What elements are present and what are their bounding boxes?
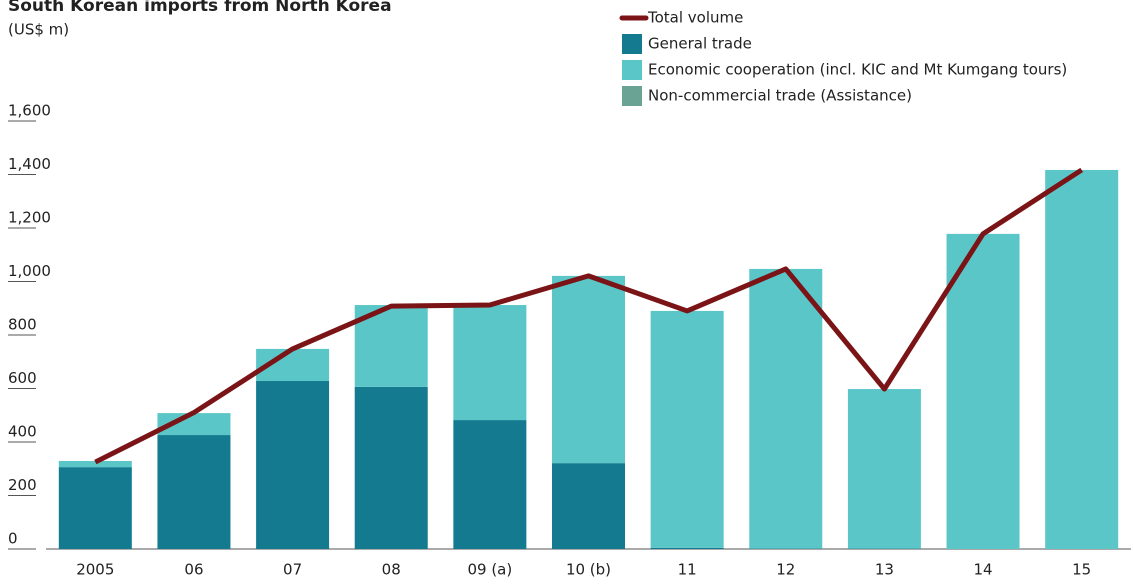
- x-tick-label: 15: [1072, 561, 1091, 579]
- y-tick-label: 0: [8, 530, 18, 548]
- legend-label: General trade: [648, 35, 752, 53]
- y-tick-label: 200: [8, 476, 37, 494]
- bar: [157, 435, 230, 549]
- chart-subtitle: (US$ m): [8, 21, 69, 39]
- x-tick-label: 10 (b): [566, 561, 611, 579]
- x-tick-label: 07: [283, 561, 302, 579]
- y-tick-label: 400: [8, 423, 37, 441]
- y-tick-label: 600: [8, 369, 37, 387]
- y-tick-label: 800: [8, 316, 37, 334]
- bar: [453, 420, 526, 549]
- x-tick-label: 11: [678, 561, 697, 579]
- x-tick-label: 14: [973, 561, 992, 579]
- bar: [355, 387, 428, 549]
- y-tick-label: 1,000: [8, 262, 51, 280]
- x-tick-label: 09 (a): [467, 561, 512, 579]
- bar: [552, 276, 625, 463]
- x-tick-label: 2005: [76, 561, 114, 579]
- bar: [59, 467, 132, 549]
- bar: [651, 311, 724, 548]
- x-tick-label: 12: [776, 561, 795, 579]
- bar: [749, 269, 822, 549]
- bar: [848, 389, 921, 549]
- bar: [453, 305, 526, 420]
- legend-label: Economic cooperation (incl. KIC and Mt K…: [648, 61, 1067, 79]
- y-tick-label: 1,400: [8, 155, 51, 173]
- x-tick-label: 06: [184, 561, 203, 579]
- legend-swatch: [622, 60, 642, 80]
- legend-label: Non-commercial trade (Assistance): [648, 87, 912, 105]
- legend-label: Total volume: [647, 9, 743, 27]
- legend-swatch: [622, 86, 642, 106]
- y-tick-label: 1,200: [8, 209, 51, 227]
- bar: [1045, 170, 1118, 549]
- x-tick-label: 08: [382, 561, 401, 579]
- chart-title: South Korean imports from North Korea: [8, 0, 392, 16]
- y-tick-label: 1,600: [8, 102, 51, 120]
- bar: [256, 381, 329, 549]
- legend-swatch: [622, 34, 642, 54]
- bar: [651, 548, 724, 549]
- x-tick-label: 13: [875, 561, 894, 579]
- bar: [552, 463, 625, 549]
- bar: [947, 234, 1020, 549]
